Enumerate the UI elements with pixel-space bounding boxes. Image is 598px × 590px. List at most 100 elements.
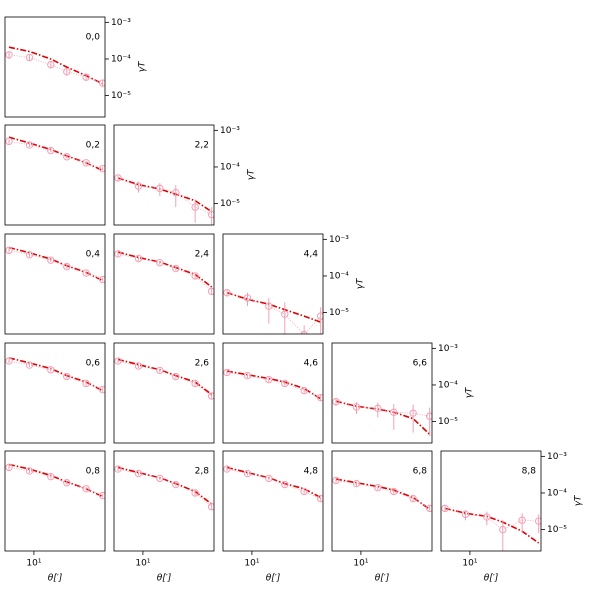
panel-label: 2,6 <box>195 359 210 369</box>
data-point <box>352 403 361 411</box>
y-tick-label: 10⁻³ <box>547 452 567 462</box>
y-axis-label: γT <box>356 277 366 289</box>
data-point <box>156 259 164 267</box>
data-point <box>114 357 122 365</box>
y-tick-label: 10⁻⁵ <box>547 525 567 535</box>
data-point <box>441 504 449 513</box>
x-axis-label: θ[′] <box>157 574 172 584</box>
data-point <box>316 393 323 402</box>
data-point <box>352 479 361 488</box>
data-point <box>5 463 13 472</box>
data-point <box>47 146 55 155</box>
panel-label: 2,8 <box>195 467 210 477</box>
panel-frame <box>113 124 215 226</box>
data-point <box>114 250 122 258</box>
plot-area <box>114 250 214 296</box>
data-point <box>281 310 289 318</box>
plot-area <box>114 174 214 225</box>
data-point <box>47 256 55 264</box>
data-point <box>518 516 526 524</box>
y-tick-label: 10⁻⁴ <box>111 54 131 64</box>
data-point <box>207 210 214 219</box>
panel-frame <box>331 342 433 444</box>
x-axis-label: θ[′] <box>375 574 390 584</box>
data-point <box>156 474 164 483</box>
data-point <box>5 246 13 255</box>
y-tick-label: 10⁻³ <box>438 344 458 354</box>
data-point <box>98 79 105 87</box>
data-point <box>425 504 432 513</box>
data-point <box>47 60 55 69</box>
panel-frame <box>4 233 106 335</box>
data-point <box>25 467 34 475</box>
model-line <box>226 291 321 323</box>
x-tick-label: 10¹ <box>135 559 150 569</box>
data-point <box>425 412 432 420</box>
y-tick-label: 10⁻⁴ <box>329 271 349 281</box>
data-point <box>63 262 71 271</box>
panel-label: 0,2 <box>86 141 100 151</box>
panel-label: 2,4 <box>195 250 210 260</box>
x-tick-label: 10¹ <box>26 559 41 569</box>
panel-frame <box>113 342 215 444</box>
panel-frame <box>113 450 215 552</box>
panel-frame <box>440 450 542 552</box>
data-point <box>207 503 214 511</box>
data-point <box>156 184 164 193</box>
data-point <box>374 404 382 413</box>
data-point <box>82 269 90 277</box>
data-point <box>499 525 507 534</box>
data-point <box>223 288 231 297</box>
data-point <box>82 379 90 388</box>
panel-label: 8,8 <box>522 467 537 477</box>
data-point <box>114 174 122 182</box>
panel-label: 6,8 <box>413 467 428 477</box>
data-point <box>134 469 143 478</box>
plot-area <box>223 288 323 334</box>
data-point <box>243 469 252 478</box>
data-point <box>82 485 90 493</box>
data-point <box>172 480 180 489</box>
panel-frame <box>222 450 324 552</box>
data-point <box>265 375 273 384</box>
data-point <box>461 510 470 519</box>
panel-label: 4,4 <box>304 250 319 260</box>
data-point <box>82 159 90 167</box>
panel-label: 0,0 <box>86 33 101 43</box>
y-tick-label: 10⁻⁵ <box>111 91 131 101</box>
x-axis-label: θ[′] <box>484 574 499 584</box>
data-line <box>226 372 321 399</box>
data-point <box>207 287 214 296</box>
y-axis-label: γT <box>574 494 584 506</box>
y-tick-label: 10⁻⁵ <box>329 308 349 318</box>
data-point <box>223 368 231 377</box>
panel-frame <box>331 450 433 552</box>
y-tick-label: 10⁻³ <box>220 126 240 136</box>
data-point <box>47 366 55 374</box>
model-line <box>117 177 213 213</box>
data-line <box>226 292 321 334</box>
data-point <box>191 272 199 280</box>
data-point <box>191 489 199 497</box>
data-point <box>374 483 382 492</box>
plot-area <box>5 357 105 394</box>
data-point <box>191 379 199 388</box>
data-point <box>25 141 34 149</box>
y-tick-label: 10⁻⁴ <box>220 162 240 172</box>
y-axis-label: γT <box>247 168 257 180</box>
data-point <box>243 371 252 380</box>
y-tick-label: 10⁻⁵ <box>220 199 240 209</box>
model-line <box>335 400 431 435</box>
plot-area <box>5 46 105 88</box>
panel-frame <box>222 342 324 444</box>
plot-area <box>5 136 105 173</box>
panel-frame <box>4 450 106 552</box>
data-point <box>98 491 105 500</box>
data-point <box>134 362 143 370</box>
plot-area <box>332 397 432 437</box>
data-point <box>5 51 13 59</box>
panel-label: 4,8 <box>304 467 319 477</box>
panel-frame <box>222 233 324 335</box>
x-tick-label: 10¹ <box>244 559 259 569</box>
